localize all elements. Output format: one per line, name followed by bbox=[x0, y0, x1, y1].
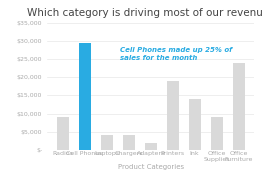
X-axis label: Product Categories: Product Categories bbox=[118, 164, 184, 170]
Bar bbox=[79, 43, 91, 150]
Text: Cell Phones made up 25% of
sales for the month: Cell Phones made up 25% of sales for the… bbox=[120, 47, 232, 60]
Bar bbox=[167, 81, 179, 150]
Bar bbox=[233, 63, 245, 150]
Bar bbox=[57, 117, 69, 150]
Bar bbox=[189, 99, 201, 150]
Bar bbox=[145, 142, 157, 150]
Bar bbox=[101, 135, 113, 150]
Title: Which category is driving most of our revenue?: Which category is driving most of our re… bbox=[27, 8, 262, 18]
Bar bbox=[211, 117, 223, 150]
Bar bbox=[123, 135, 135, 150]
